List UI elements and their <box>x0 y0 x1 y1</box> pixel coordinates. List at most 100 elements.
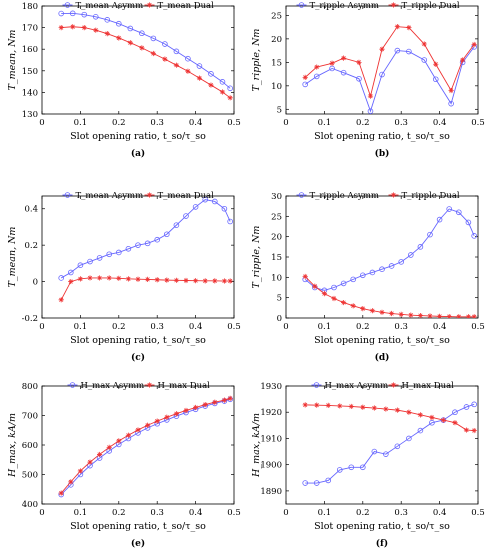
data-point <box>446 313 452 318</box>
x-tick-label: 0.2 <box>112 322 126 332</box>
y-tick-label: 30 <box>271 192 282 202</box>
data-point <box>341 55 347 61</box>
x-tick-label: 0.2 <box>112 508 126 518</box>
panel-4: 0 0.1 0.2 0.3 0.4 0.5 0 5 10 15 20 25 30 Slot opening… <box>251 191 485 363</box>
data-point <box>116 20 122 27</box>
x-tick-label: 0.5 <box>227 508 241 518</box>
data-point <box>389 310 395 317</box>
data-point <box>455 209 462 216</box>
data-point <box>144 240 151 247</box>
series-2 <box>58 275 233 303</box>
data-point <box>379 266 385 273</box>
data-point <box>452 420 458 426</box>
y-axis-label: T_mean, Nm <box>7 30 18 91</box>
legend-marker <box>146 2 153 8</box>
x-tick-label: 0.1 <box>318 508 332 518</box>
data-point <box>302 402 308 408</box>
x-tick-label: 0 <box>283 508 288 518</box>
data-point <box>185 68 191 74</box>
series-1 <box>302 44 477 114</box>
data-point <box>212 198 218 205</box>
data-point <box>221 278 227 284</box>
legend: T_mean Asymm T_mean Dual <box>62 191 214 201</box>
panel-label: (a) <box>131 148 145 159</box>
panel-label: (b) <box>375 148 390 159</box>
data-point <box>379 71 385 78</box>
legend: T_ripple Asymm T_ripple Dual <box>296 1 460 11</box>
panel-6: 0 0.1 0.2 0.3 0.4 0.5 1890 1900 1910 1920 1930 Slot… <box>251 381 485 549</box>
series-2 <box>58 24 233 101</box>
data-point <box>329 60 335 66</box>
data-point <box>417 312 423 318</box>
legend-marker <box>69 382 76 388</box>
plot-frame <box>41 5 235 115</box>
data-point <box>116 438 122 444</box>
data-point <box>221 397 227 403</box>
x-tick-label: 0.3 <box>150 508 164 518</box>
data-point <box>379 309 385 315</box>
y-tick-label: 400 <box>22 500 38 510</box>
x-tick-label: 0.4 <box>433 508 447 518</box>
data-point <box>227 218 233 225</box>
data-point <box>208 71 214 77</box>
data-point <box>417 427 424 434</box>
data-point <box>135 427 141 433</box>
y-axis-label: H_max, kA/m <box>251 413 262 478</box>
x-tick-label: 0.5 <box>471 508 485 518</box>
data-point <box>97 451 103 458</box>
data-point <box>394 24 400 30</box>
legend-marker <box>298 192 305 198</box>
legend-label: H_max Asymm <box>325 381 389 391</box>
data-point <box>183 213 189 219</box>
plot-area <box>302 401 477 486</box>
data-point <box>154 277 160 283</box>
y-tick-label: 15 <box>271 253 282 263</box>
plot-area <box>58 196 233 303</box>
x-tick-label: 0.4 <box>433 118 447 128</box>
y-tick-label: 25 <box>271 212 282 222</box>
data-point <box>127 40 133 46</box>
data-point <box>337 403 343 409</box>
data-point <box>196 63 203 69</box>
data-point <box>436 216 443 223</box>
data-point <box>448 100 454 107</box>
x-tick-label: 0.3 <box>394 118 408 128</box>
y-tick-label: 5 <box>277 294 282 304</box>
y-tick-label: 1890 <box>260 487 282 497</box>
data-point <box>440 417 447 423</box>
data-point <box>325 477 332 484</box>
data-point <box>398 311 404 317</box>
data-point <box>193 278 199 284</box>
data-point <box>406 409 412 415</box>
data-point <box>96 255 103 261</box>
data-point <box>145 422 151 428</box>
data-point <box>87 459 93 465</box>
data-point <box>125 276 131 282</box>
legend-label: T_mean Asymm <box>76 1 144 11</box>
legend-marker <box>64 2 71 8</box>
plot-frame <box>41 195 235 319</box>
data-point <box>371 448 378 455</box>
series-line <box>304 208 475 291</box>
legend-label: T_ripple Dual <box>402 191 460 201</box>
data-point <box>219 79 226 85</box>
data-point <box>465 219 472 226</box>
data-point <box>321 291 327 297</box>
series-1 <box>58 396 233 498</box>
y-tick-label: 1920 <box>260 408 282 418</box>
data-point <box>369 308 375 314</box>
data-point <box>408 312 414 318</box>
data-point <box>173 277 179 283</box>
x-tick-label: 0.4 <box>189 508 203 518</box>
x-tick-label: 0.3 <box>394 508 408 518</box>
data-point <box>127 25 134 32</box>
data-point <box>193 404 199 411</box>
y-tick-label: 10 <box>271 273 282 283</box>
data-point <box>81 25 87 31</box>
data-point <box>202 278 208 284</box>
data-point <box>68 479 74 485</box>
data-point <box>371 405 377 411</box>
y-tick-label: 0.2 <box>24 241 38 251</box>
legend-item-2: T_ripple Dual <box>388 191 460 201</box>
